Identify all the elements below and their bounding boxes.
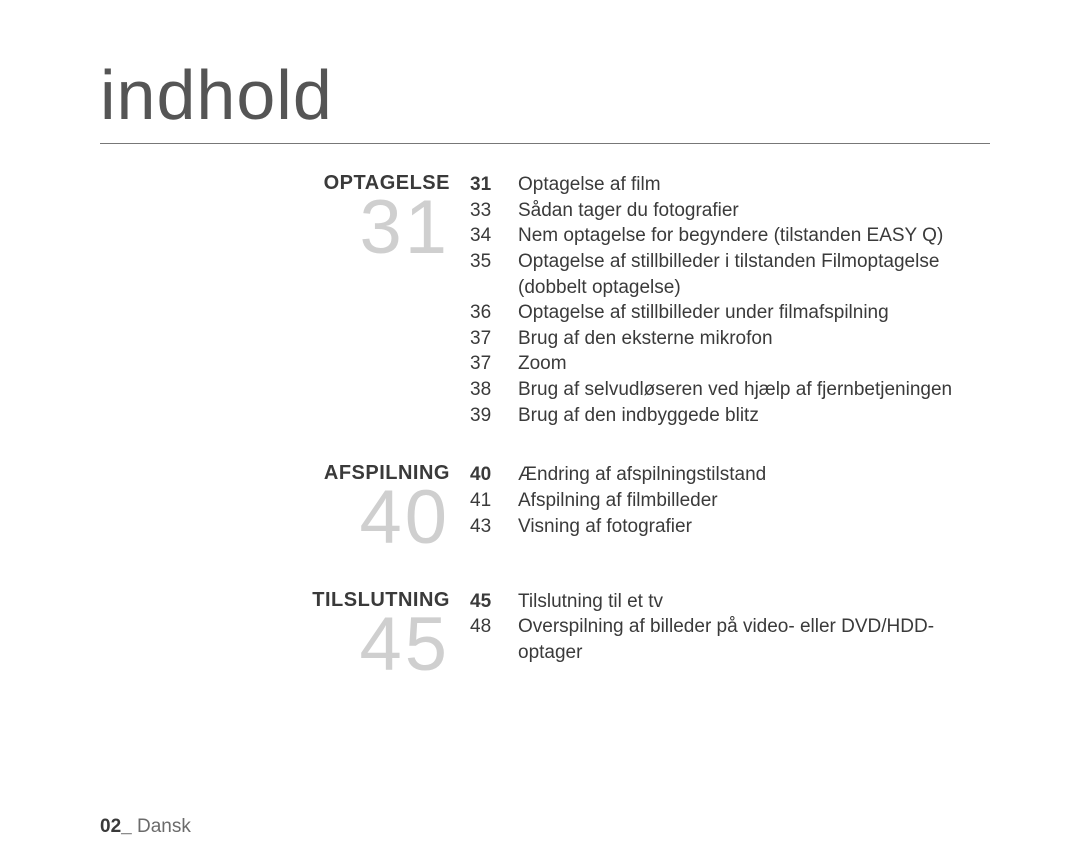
toc-entry: 34Nem optagelse for begyndere (tilstande…: [470, 223, 990, 249]
toc-text: Zoom: [518, 351, 990, 377]
toc-text: Brug af selvudløseren ved hjælp af fjern…: [518, 377, 990, 403]
toc-list: 45Tilslutning til et tv 48Overspilning a…: [470, 589, 990, 666]
section-bignum: 31: [100, 192, 450, 264]
toc-entry: 39Brug af den indbyggede blitz: [470, 403, 990, 429]
toc-entry: 31Optagelse af film: [470, 172, 990, 198]
toc-page: 38: [470, 377, 518, 403]
toc-entry: 41Afspilning af filmbilleder: [470, 488, 990, 514]
toc-page: 48: [470, 614, 518, 640]
toc-page: 37: [470, 326, 518, 352]
toc-text: Visning af fotografier: [518, 514, 990, 540]
toc-entry: 43Visning af fotografier: [470, 514, 990, 540]
section-bignum: 40: [100, 482, 450, 554]
toc-page: 33: [470, 198, 518, 224]
toc-text: Optagelse af stillbilleder under filmafs…: [518, 300, 990, 326]
toc-text: Brug af den eksterne mikrofon: [518, 326, 990, 352]
toc-page: 31: [470, 172, 518, 198]
toc-text: Brug af den indbyggede blitz: [518, 403, 990, 429]
section-bignum: 45: [100, 609, 450, 681]
page: indhold OPTAGELSE 31 31Optagelse af film…: [0, 0, 1080, 868]
toc-page: 41: [470, 488, 518, 514]
page-footer: 02_ Dansk: [100, 816, 191, 838]
toc-text: Ændring af afspilningstilstand: [518, 462, 990, 488]
section-heading: OPTAGELSE 31: [100, 172, 470, 264]
toc-entry: 48Overspilning af billeder på video- ell…: [470, 614, 990, 665]
footer-language: Dansk: [132, 816, 191, 837]
toc-page: 43: [470, 514, 518, 540]
toc-page: 37: [470, 351, 518, 377]
toc-text: Nem optagelse for begyndere (tilstanden …: [518, 223, 990, 249]
page-title: indhold: [100, 55, 990, 143]
toc-text: Optagelse af film: [518, 172, 990, 198]
toc-entry: 37Zoom: [470, 351, 990, 377]
toc-page: 39: [470, 403, 518, 429]
toc-text: Sådan tager du fotografier: [518, 198, 990, 224]
section-heading: TILSLUTNING 45: [100, 589, 470, 681]
toc-page: 35: [470, 249, 518, 275]
toc-entry: 45Tilslutning til et tv: [470, 589, 990, 615]
toc-entry: 38Brug af selvudløseren ved hjælp af fje…: [470, 377, 990, 403]
footer-page-number: 02_: [100, 816, 132, 837]
toc-entry: 37Brug af den eksterne mikrofon: [470, 326, 990, 352]
toc-text: Tilslutning til et tv: [518, 589, 990, 615]
toc-list: 40Ændring af afspilningstilstand 41Afspi…: [470, 462, 990, 539]
toc-page: 40: [470, 462, 518, 488]
toc-entry: 36Optagelse af stillbilleder under filma…: [470, 300, 990, 326]
toc-section: AFSPILNING 40 40Ændring af afspilningsti…: [100, 462, 990, 554]
toc-entry: 40Ændring af afspilningstilstand: [470, 462, 990, 488]
toc-section: TILSLUTNING 45 45Tilslutning til et tv 4…: [100, 589, 990, 681]
toc-sections: OPTAGELSE 31 31Optagelse af film 33Sådan…: [100, 172, 990, 681]
toc-text: Optagelse af stillbilleder i tilstanden …: [518, 249, 990, 300]
toc-page: 36: [470, 300, 518, 326]
toc-entry: 35Optagelse af stillbilleder i tilstande…: [470, 249, 990, 300]
toc-section: OPTAGELSE 31 31Optagelse af film 33Sådan…: [100, 172, 990, 428]
toc-page: 45: [470, 589, 518, 615]
toc-page: 34: [470, 223, 518, 249]
section-heading: AFSPILNING 40: [100, 462, 470, 554]
toc-text: Overspilning af billeder på video- eller…: [518, 614, 990, 665]
toc-list: 31Optagelse af film 33Sådan tager du fot…: [470, 172, 990, 428]
title-rule: [100, 143, 990, 144]
toc-entry: 33Sådan tager du fotografier: [470, 198, 990, 224]
toc-text: Afspilning af filmbilleder: [518, 488, 990, 514]
